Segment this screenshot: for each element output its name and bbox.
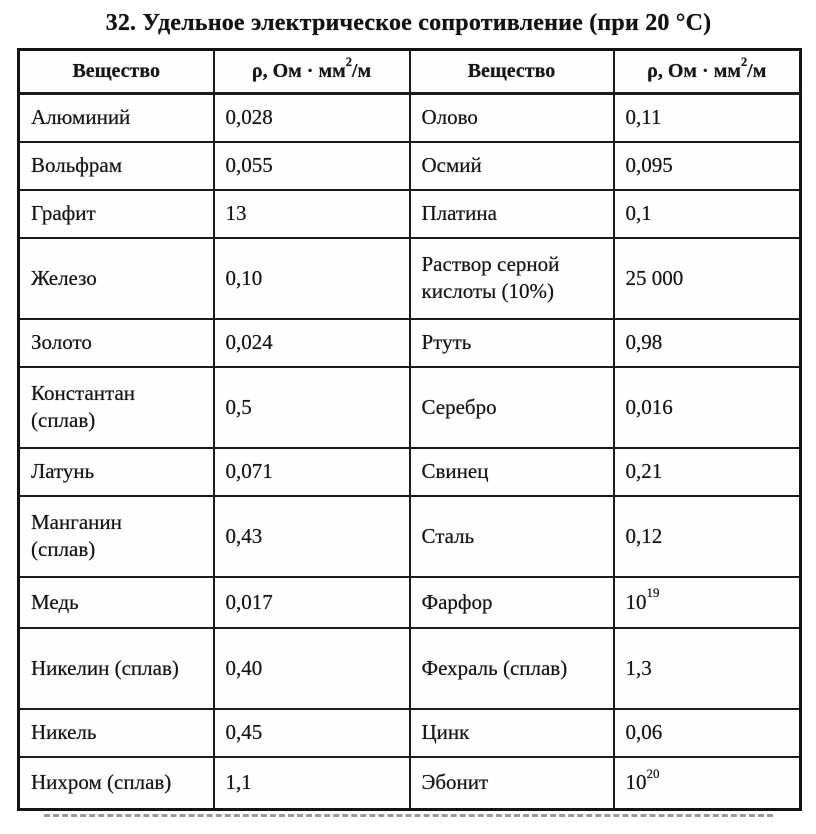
page-title: 32. Удельное электрическое сопротивление… bbox=[105, 10, 712, 36]
scan-artifact-line bbox=[44, 814, 773, 817]
substance-name: Фарфор bbox=[408, 575, 615, 629]
table-row: Нихром (сплав) 1,1 Эбонит 1020 bbox=[17, 755, 802, 811]
substance-name: Осмий bbox=[408, 140, 615, 191]
substance-name: Медь bbox=[17, 575, 215, 629]
substance-name: Вольфрам bbox=[17, 140, 215, 191]
substance-name: Никелин (сплав) bbox=[17, 626, 215, 710]
table-row: Алюминий 0,028 Олово 0,11 bbox=[17, 92, 802, 143]
substance-name: Манганин (сплав) bbox=[17, 494, 215, 578]
substance-name: Серебро bbox=[408, 365, 615, 449]
resistivity-value: 0,45 bbox=[212, 707, 411, 758]
substance-name: Золото bbox=[17, 317, 215, 368]
substance-name: Латунь bbox=[17, 446, 215, 497]
resistivity-value: 1019 bbox=[612, 575, 802, 629]
substance-name: Ртуть bbox=[408, 317, 615, 368]
substance-name: Никель bbox=[17, 707, 215, 758]
resistivity-value: 13 bbox=[212, 188, 411, 239]
resistivity-value: 0,21 bbox=[612, 446, 802, 497]
substance-name: Фехраль (сплав) bbox=[408, 626, 615, 710]
resistivity-value: 0,10 bbox=[212, 236, 411, 320]
table-row: Вольфрам 0,055 Осмий 0,095 bbox=[17, 140, 802, 191]
superscript: 2 bbox=[740, 54, 748, 69]
substance-name: Раствор серной кислоты (10%) bbox=[408, 236, 615, 320]
resistivity-value: 0,06 bbox=[612, 707, 802, 758]
resistivity-value: 0,028 bbox=[212, 92, 411, 143]
resistivity-value: 1020 bbox=[612, 755, 802, 811]
table-row: Никель 0,45 Цинк 0,06 bbox=[17, 707, 802, 758]
substance-name: Платина bbox=[408, 188, 615, 239]
resistivity-value: 0,5 bbox=[212, 365, 411, 449]
column-header-resistivity: ρ, Ом · мм2/м bbox=[612, 48, 802, 95]
resistivity-value: 0,095 bbox=[612, 140, 802, 191]
table-body: Алюминий 0,028 Олово 0,11 Вольфрам 0,055 Осмий… bbox=[17, 92, 802, 811]
resistivity-value: 0,016 bbox=[612, 365, 802, 449]
table-row: Золото 0,024 Ртуть 0,98 bbox=[17, 317, 802, 368]
substance-name: Железо bbox=[17, 236, 215, 320]
resistivity-value: 0,071 bbox=[212, 446, 411, 497]
substance-name: Свинец bbox=[408, 446, 615, 497]
resistivity-value: 0,055 bbox=[212, 140, 411, 191]
substance-name: Графит bbox=[17, 188, 215, 239]
table-row: Медь 0,017 Фарфор 1019 bbox=[17, 575, 802, 629]
substance-name: Константан (сплав) bbox=[17, 365, 215, 449]
table-row: Графит 13 Платина 0,1 bbox=[17, 188, 802, 239]
resistivity-table: Вещество ρ, Ом · мм2/м Вещество ρ, Ом · мм2… bbox=[17, 48, 802, 811]
column-header-resistivity: ρ, Ом · мм2/м bbox=[212, 48, 411, 95]
resistivity-value: 25 000 bbox=[612, 236, 802, 320]
resistivity-value: 1,1 bbox=[212, 755, 411, 811]
superscript: 20 bbox=[646, 766, 660, 782]
substance-name: Нихром (сплав) bbox=[17, 755, 215, 811]
header-row: Вещество ρ, Ом · мм2/м Вещество ρ, Ом · мм2… bbox=[17, 48, 802, 95]
resistivity-value: 0,98 bbox=[612, 317, 802, 368]
resistivity-value: 1,3 bbox=[612, 626, 802, 710]
resistivity-value: 0,017 bbox=[212, 575, 411, 629]
substance-name: Алюминий bbox=[17, 92, 215, 143]
substance-name: Олово bbox=[408, 92, 615, 143]
column-header-substance: Вещество bbox=[408, 48, 615, 95]
resistivity-value: 0,11 bbox=[612, 92, 802, 143]
substance-name: Эбонит bbox=[408, 755, 615, 811]
resistivity-value: 0,43 bbox=[212, 494, 411, 578]
table-row: Никелин (сплав) 0,40 Фехраль (сплав) 1,3 bbox=[17, 626, 802, 710]
resistivity-value: 0,024 bbox=[212, 317, 411, 368]
resistivity-value: 0,1 bbox=[612, 188, 802, 239]
superscript: 19 bbox=[646, 585, 660, 601]
table-row: Манганин (сплав) 0,43 Сталь 0,12 bbox=[17, 494, 802, 578]
superscript: 2 bbox=[345, 54, 352, 69]
substance-name: Цинк bbox=[408, 707, 615, 758]
substance-name: Сталь bbox=[408, 494, 615, 578]
table-row: Железо 0,10 Раствор серной кислоты (10%) 25… bbox=[17, 236, 802, 320]
column-header-substance: Вещество bbox=[17, 48, 215, 95]
table-row: Константан (сплав) 0,5 Серебро 0,016 bbox=[17, 365, 802, 449]
resistivity-value: 0,12 bbox=[612, 494, 802, 578]
table-row: Латунь 0,071 Свинец 0,21 bbox=[17, 446, 802, 497]
resistivity-value: 0,40 bbox=[212, 626, 411, 710]
